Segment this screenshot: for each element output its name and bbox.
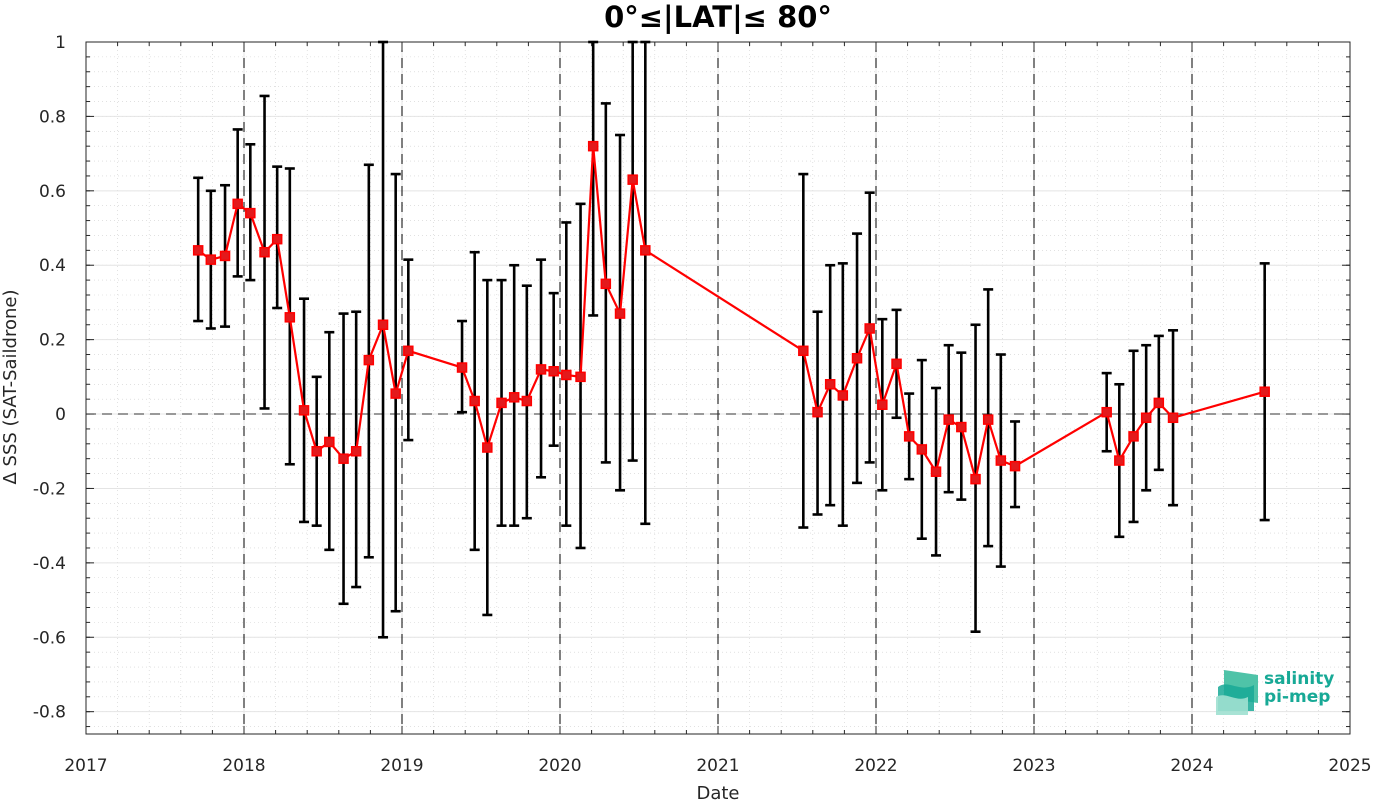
data-point-marker [496,397,507,409]
data-point-marker [298,405,310,416]
data-point-marker [1259,386,1270,397]
x-tick-label: 2025 [1328,756,1371,776]
data-point-marker [916,444,928,455]
y-tick-label: -0.8 [33,703,66,723]
data-point-marker [982,414,994,425]
data-point-marker [1128,431,1139,442]
data-point-marker [338,453,349,464]
y-axis-label: Δ SSS (SAT-Saildrone) [0,290,21,485]
y-tick-label: 1 [55,33,66,53]
x-tick-label: 2018 [222,756,265,776]
logo-text-pi-mep: pi-mep [1264,687,1331,707]
data-point-marker [812,406,823,418]
data-point-marker [1167,412,1179,424]
salinity-pi-mep-logo: salinity pi-mep [1214,667,1344,719]
data-point-marker [482,442,493,453]
y-tick-label: -0.2 [33,479,66,499]
y-tick-label: -0.4 [33,554,66,574]
data-point-marker [403,345,414,357]
x-tick-label: 2019 [380,756,423,776]
data-point-marker [548,366,559,377]
marker-layer [192,140,1270,485]
data-point-marker [1153,397,1165,409]
data-point-marker [614,308,626,319]
data-point-marker [851,352,863,364]
data-point-marker [324,436,335,448]
y-tick-label: 0.2 [39,331,66,351]
x-axis-label: Date [696,783,739,801]
data-point-marker [271,233,283,245]
data-point-marker [1140,412,1152,424]
x-tick-label: 2024 [1170,756,1213,776]
data-point-marker [245,207,256,219]
data-point-marker [970,473,981,485]
data-point-marker [205,254,217,265]
data-point-marker [824,379,836,390]
data-point-marker [311,445,322,457]
tick-layer [85,41,1351,734]
data-point-marker [627,174,638,185]
logo-text-salinity: salinity [1264,669,1335,689]
data-point-marker [600,278,612,290]
data-point-marker [995,455,1007,466]
data-point-marker [377,319,389,331]
data-point-marker [943,414,954,425]
y-tick-label: 0 [55,405,66,425]
data-point-marker [521,395,533,407]
data-point-marker [456,362,468,373]
data-point-marker [192,245,204,256]
data-point-marker [259,246,270,258]
data-point-marker [469,395,480,407]
data-point-marker [640,245,651,256]
y-tick-label: 0.6 [39,182,66,202]
data-point-marker [284,312,296,323]
y-tick-labels: -0.8 -0.6 -0.4 -0.2 0 0.2 0.4 0.6 0.8 1 [33,33,66,723]
data-point-marker [837,390,849,401]
data-point-marker [864,323,875,334]
y-tick-label: -0.6 [33,628,66,648]
data-point-marker [508,392,520,403]
data-point-marker [219,250,231,262]
data-point-marker [363,354,375,366]
x-tick-label: 2020 [538,756,581,776]
data-point-marker [877,399,888,410]
data-point-marker [575,371,586,383]
data-point-marker [1009,460,1021,472]
y-tick-label: 0.8 [39,107,66,127]
data-point-marker [350,445,362,457]
x-tick-labels: 2017 2018 2019 2020 2021 2022 2023 2024 2025 [64,756,1371,776]
data-point-marker [956,421,967,433]
data-point-marker [390,388,401,399]
x-tick-label: 2022 [854,756,897,776]
x-tick-label: 2017 [64,756,107,776]
y-tick-label: 0.4 [39,256,66,276]
data-point-marker [798,345,809,357]
x-tick-label: 2023 [1012,756,1055,776]
data-point-marker [930,466,942,477]
data-point-marker [1114,455,1125,466]
x-tick-label: 2021 [696,756,739,776]
chart-title: 0°≤|LAT|≤ 80° [604,0,832,34]
data-point-marker [535,364,547,375]
year-divider-layer [243,42,1193,734]
data-point-marker [232,198,243,210]
data-point-marker [561,369,572,381]
wave-logo-icon [1216,670,1258,715]
data-point-marker [1101,406,1112,418]
data-point-marker [891,358,902,370]
data-point-marker [587,140,599,152]
data-point-marker [903,431,915,442]
